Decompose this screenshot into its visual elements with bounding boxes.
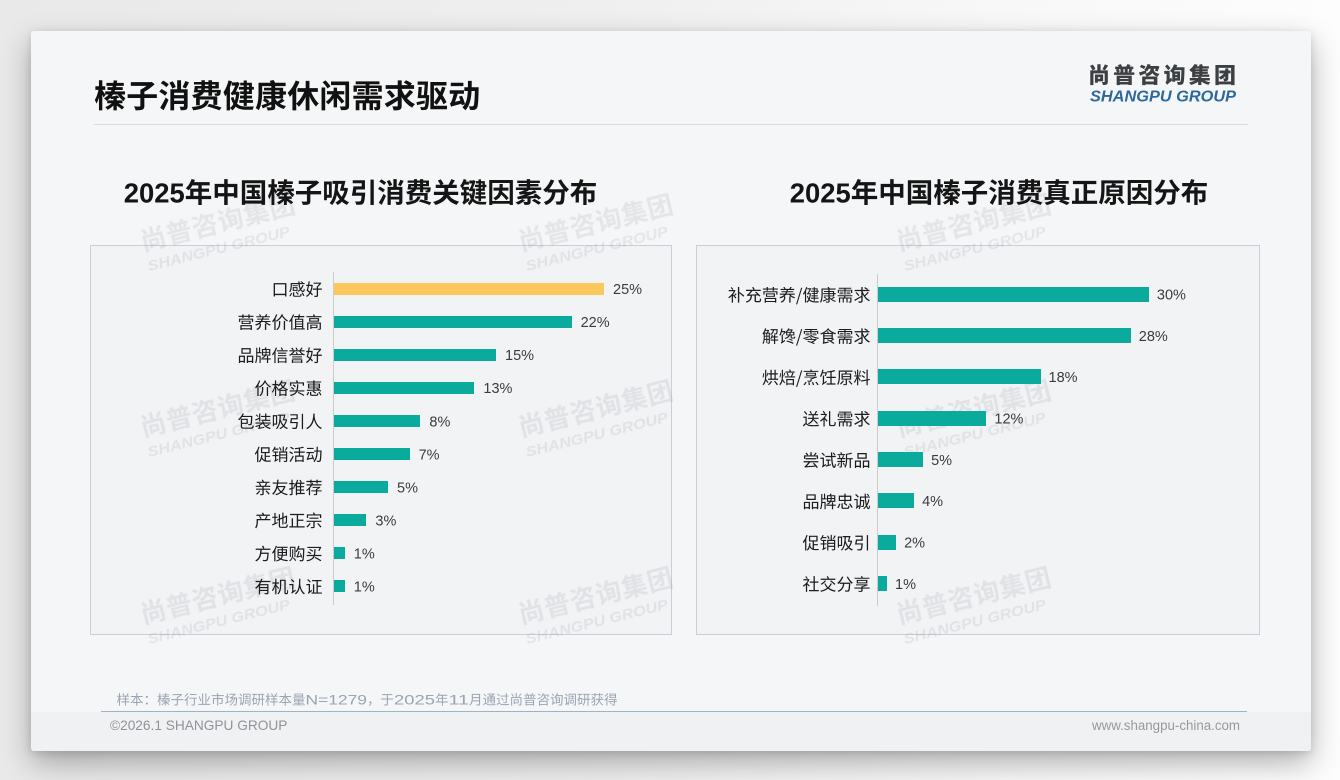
svg-text:30%: 30% (1157, 288, 1186, 304)
svg-text:22%: 22% (581, 315, 610, 331)
svg-text:www.shangpu-china.com: www.shangpu-china.com (1091, 718, 1240, 733)
svg-text:12%: 12% (994, 412, 1023, 428)
svg-text:13%: 13% (483, 381, 512, 397)
svg-text:2025: 2025 (124, 178, 185, 209)
svg-text:1%: 1% (354, 580, 375, 596)
svg-text:2025: 2025 (790, 178, 851, 209)
svg-text:15%: 15% (505, 348, 534, 364)
svg-text:©2026.1 SHANGPU GROUP: ©2026.1 SHANGPU GROUP (110, 718, 287, 733)
svg-text:SHANGPU GROUP: SHANGPU GROUP (1090, 89, 1236, 106)
svg-text:7%: 7% (419, 447, 440, 463)
svg-text:5%: 5% (397, 480, 418, 496)
svg-text:8%: 8% (429, 414, 450, 430)
svg-text:28%: 28% (1139, 329, 1168, 345)
svg-text:1%: 1% (895, 577, 916, 593)
svg-text:11: 11 (449, 692, 470, 708)
svg-text:5%: 5% (931, 453, 952, 469)
svg-text:25%: 25% (613, 282, 642, 298)
svg-text:1%: 1% (354, 547, 375, 563)
svg-text:2%: 2% (904, 536, 925, 552)
svg-text:N=1279: N=1279 (306, 692, 368, 708)
svg-text:4%: 4% (922, 494, 943, 510)
svg-text:2025: 2025 (394, 692, 435, 708)
svg-text:3%: 3% (375, 513, 396, 529)
svg-text:18%: 18% (1049, 370, 1078, 386)
